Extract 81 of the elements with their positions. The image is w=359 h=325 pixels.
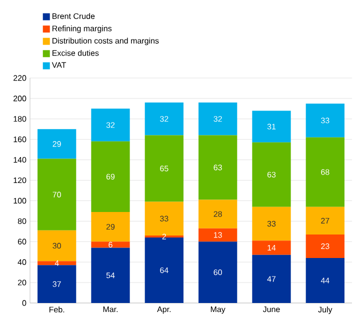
data-label: 70 bbox=[52, 192, 61, 198]
y-tick-label: 0 bbox=[22, 300, 26, 306]
bar bbox=[306, 258, 344, 303]
y-tick-label: 100 bbox=[14, 198, 26, 204]
bar bbox=[91, 212, 130, 242]
data-label: 29 bbox=[106, 224, 115, 230]
bar bbox=[198, 228, 238, 242]
bar bbox=[91, 242, 130, 248]
data-label: 54 bbox=[106, 272, 115, 278]
x-tick-label: Feb. bbox=[49, 306, 64, 312]
data-label: 63 bbox=[267, 172, 276, 178]
data-label: 37 bbox=[52, 281, 61, 287]
y-tick-label: 160 bbox=[14, 136, 26, 142]
y-tick-label: 60 bbox=[18, 238, 26, 244]
bar bbox=[91, 108, 130, 142]
y-tick-label: 40 bbox=[18, 259, 26, 265]
bar bbox=[91, 141, 130, 212]
data-label: 65 bbox=[160, 166, 168, 172]
data-label: 47 bbox=[267, 276, 276, 282]
data-label: 33 bbox=[160, 216, 168, 222]
y-tick-label: 20 bbox=[18, 280, 26, 286]
data-label: 6 bbox=[108, 242, 112, 248]
data-label: 63 bbox=[214, 164, 222, 170]
data-label: 33 bbox=[321, 118, 330, 124]
data-label: 14 bbox=[268, 245, 276, 251]
legend-label: Brent Crude bbox=[52, 13, 95, 19]
y-tick-label: 140 bbox=[14, 156, 26, 163]
bar bbox=[252, 240, 291, 255]
y-tick-label: 120 bbox=[14, 177, 26, 184]
data-label: 60 bbox=[214, 269, 222, 276]
bar bbox=[91, 248, 130, 303]
data-label: 69 bbox=[106, 174, 115, 180]
bar bbox=[144, 202, 184, 236]
bar bbox=[198, 135, 238, 200]
bar bbox=[306, 234, 344, 258]
x-tick-label: July bbox=[318, 306, 332, 314]
data-label: 32 bbox=[106, 122, 115, 128]
bar bbox=[252, 206, 291, 241]
x-tick-label: June bbox=[262, 306, 280, 312]
data-label: 68 bbox=[321, 169, 330, 175]
data-label: 64 bbox=[160, 267, 168, 274]
data-label: 27 bbox=[321, 218, 330, 224]
data-label: 29 bbox=[52, 141, 61, 147]
bar bbox=[144, 238, 184, 303]
legend-label: Excise duties bbox=[52, 50, 99, 56]
data-label: 31 bbox=[267, 124, 276, 130]
bar bbox=[306, 137, 344, 207]
data-label: 13 bbox=[214, 232, 222, 238]
bar bbox=[252, 110, 291, 142]
y-tick-label: 180 bbox=[14, 116, 26, 122]
data-label: 4 bbox=[54, 260, 59, 266]
bar bbox=[38, 265, 76, 303]
data-label: 44 bbox=[320, 278, 330, 284]
data-label: 32 bbox=[160, 116, 168, 122]
legend-label: Refining margins bbox=[52, 25, 112, 33]
data-label: 32 bbox=[214, 116, 222, 122]
data-label: 33 bbox=[267, 220, 276, 227]
bar bbox=[252, 254, 291, 303]
y-tick-label: 220 bbox=[14, 75, 26, 81]
bar bbox=[38, 230, 76, 262]
x-tick-label: Apr. bbox=[157, 306, 171, 314]
x-tick-label: May bbox=[210, 306, 226, 314]
y-tick-label: 200 bbox=[14, 96, 26, 102]
bar bbox=[144, 135, 184, 202]
bar bbox=[144, 102, 184, 136]
y-tick-label: 80 bbox=[18, 218, 26, 224]
data-label: 28 bbox=[214, 211, 222, 217]
bar bbox=[38, 261, 76, 266]
bar bbox=[198, 200, 238, 228]
x-tick-label: Mar. bbox=[103, 306, 118, 312]
data-label: 23 bbox=[321, 243, 330, 250]
bar bbox=[306, 206, 344, 234]
bar bbox=[198, 242, 238, 303]
bar bbox=[38, 158, 76, 230]
bar bbox=[38, 129, 76, 159]
legend-label: Distribution costs and margins bbox=[52, 38, 159, 46]
legend-label: VAT bbox=[52, 62, 66, 68]
bar bbox=[198, 102, 238, 136]
bar bbox=[252, 142, 291, 207]
bar bbox=[306, 104, 344, 138]
data-label: 30 bbox=[52, 242, 61, 249]
